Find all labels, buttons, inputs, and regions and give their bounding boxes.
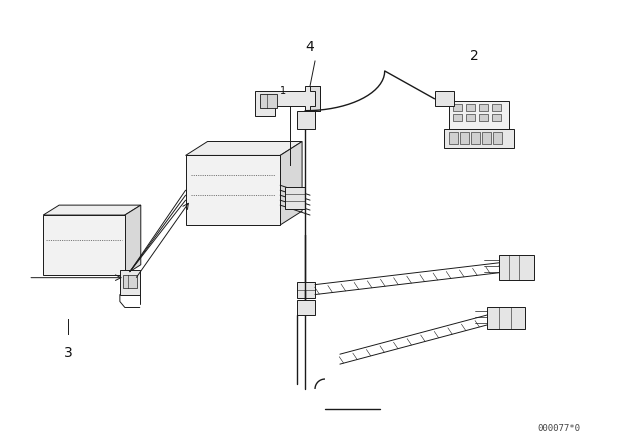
- Polygon shape: [44, 205, 141, 215]
- Polygon shape: [310, 86, 320, 111]
- Polygon shape: [487, 307, 525, 329]
- Text: 2: 2: [470, 49, 479, 63]
- Polygon shape: [444, 129, 514, 148]
- Text: 3: 3: [64, 346, 72, 360]
- Text: 000077*0: 000077*0: [538, 424, 580, 433]
- Text: 1: 1: [280, 86, 286, 96]
- Polygon shape: [297, 282, 315, 297]
- Polygon shape: [479, 104, 488, 111]
- Polygon shape: [493, 132, 502, 145]
- Polygon shape: [483, 132, 492, 145]
- Polygon shape: [471, 132, 480, 145]
- Polygon shape: [297, 111, 315, 129]
- Polygon shape: [120, 270, 140, 294]
- Polygon shape: [460, 132, 469, 145]
- Polygon shape: [125, 205, 141, 275]
- Polygon shape: [492, 114, 501, 121]
- Polygon shape: [186, 155, 280, 225]
- Polygon shape: [467, 114, 476, 121]
- Polygon shape: [499, 255, 534, 280]
- Polygon shape: [123, 275, 137, 288]
- Polygon shape: [44, 215, 125, 275]
- Text: 4: 4: [306, 40, 314, 54]
- Polygon shape: [453, 114, 462, 121]
- Polygon shape: [435, 91, 454, 106]
- Polygon shape: [297, 300, 315, 315]
- Polygon shape: [479, 114, 488, 121]
- Polygon shape: [260, 94, 277, 108]
- Polygon shape: [285, 187, 305, 209]
- Polygon shape: [280, 142, 302, 225]
- Polygon shape: [449, 101, 509, 129]
- Polygon shape: [453, 104, 462, 111]
- Polygon shape: [492, 104, 501, 111]
- Polygon shape: [467, 104, 476, 111]
- Polygon shape: [255, 86, 320, 116]
- Polygon shape: [186, 142, 302, 155]
- Polygon shape: [449, 132, 458, 145]
